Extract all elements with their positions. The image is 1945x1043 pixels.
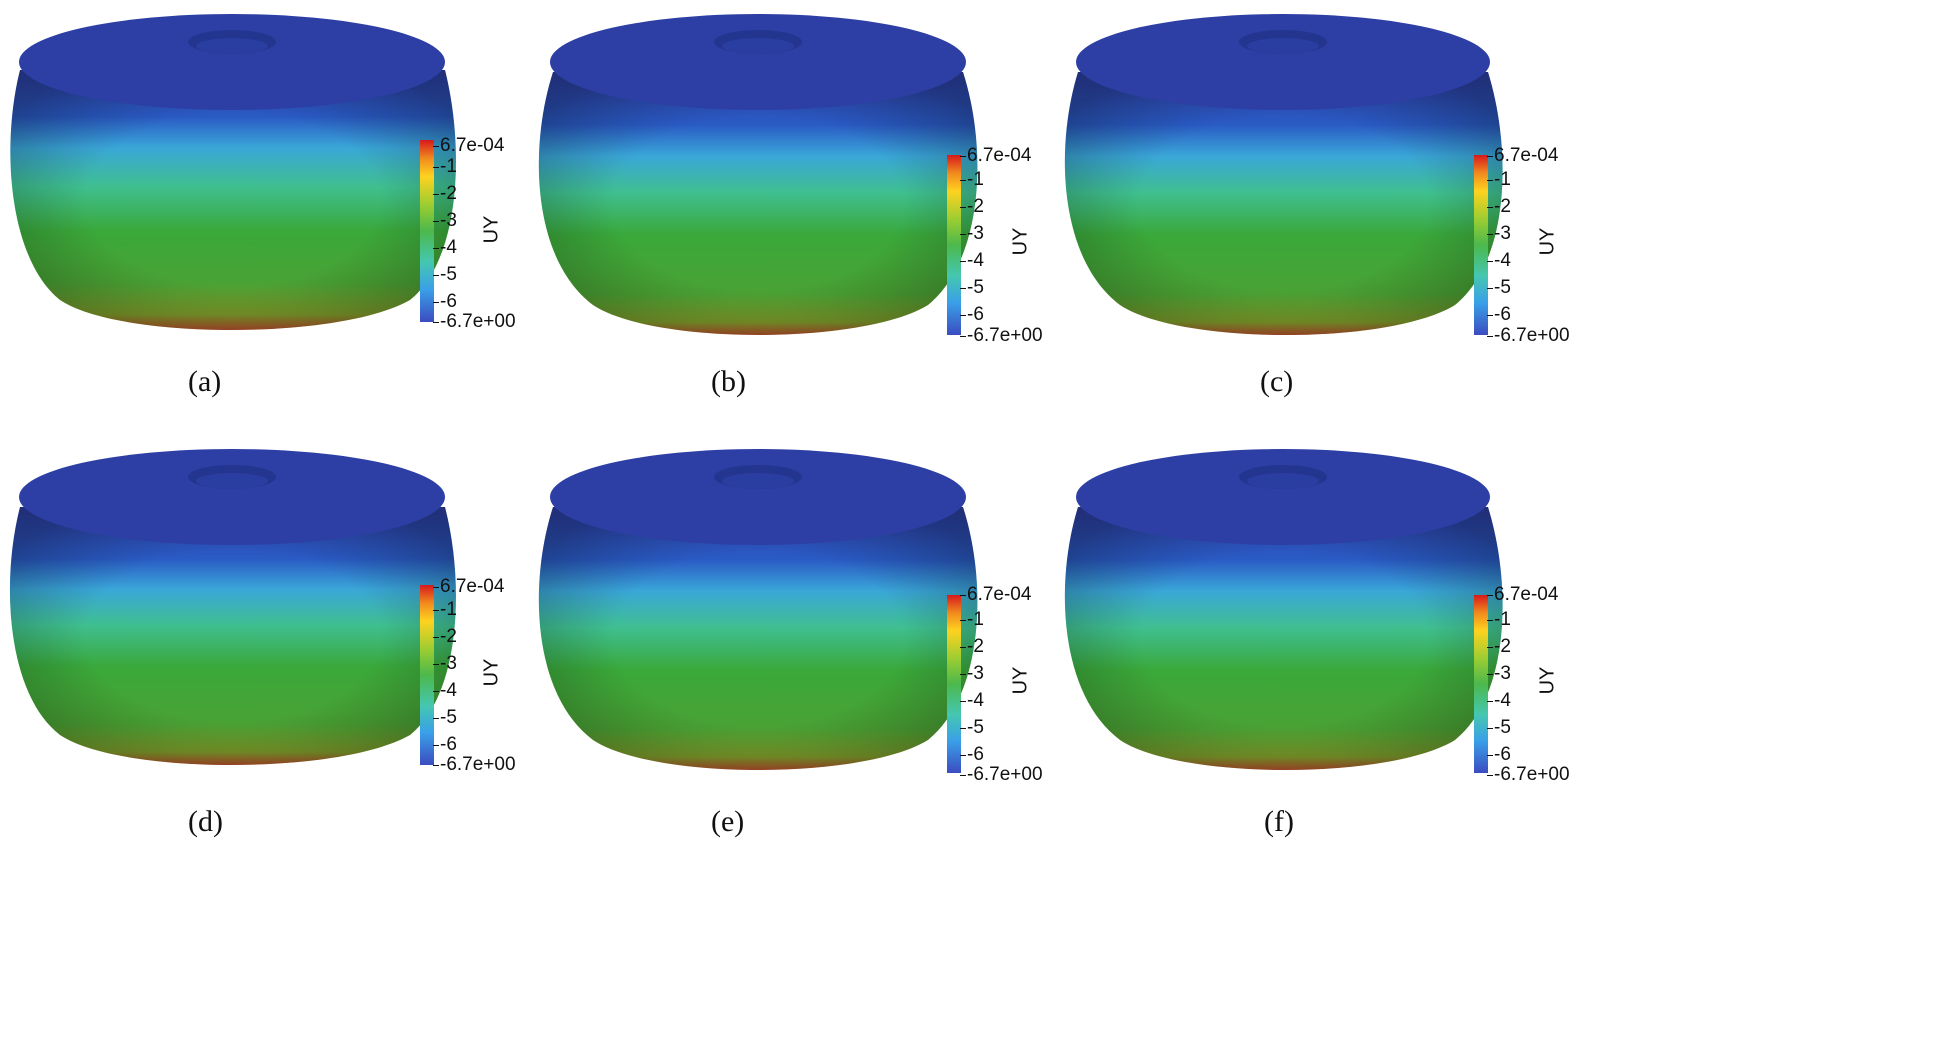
colorbar-tick: -6: [1487, 304, 1511, 325]
colorbar-tick: -4: [960, 690, 984, 711]
colorbar-tick: -3: [960, 223, 984, 244]
colorbar-tick: -4: [433, 680, 457, 701]
colorbar-tick: -2: [1487, 196, 1511, 217]
colorbar-tick: -6: [433, 734, 457, 755]
panel-f: 6.7e-04 -1 -2 -3 -4 -5 -6 -6.7e+00 UY (f…: [1050, 435, 1698, 956]
panel-c: 6.7e-04 -1 -2 -3 -4 -5 -6 -6.7e+00 UY (c…: [1050, 0, 1698, 521]
panel-caption: (d): [188, 805, 223, 838]
colorbar-tick: -1: [433, 599, 457, 620]
deformed-cylinder-plot: [1064, 449, 1503, 770]
colorbar: [947, 595, 961, 773]
colorbar-tick: -2: [433, 626, 457, 647]
colorbar-tick: -4: [433, 237, 457, 258]
colorbar-title: UY: [480, 658, 503, 687]
colorbar-tick: -1: [433, 156, 457, 177]
panel-e: 6.7e-04 -1 -2 -3 -4 -5 -6 -6.7e+00 UY (e…: [523, 435, 1171, 956]
colorbar: [1474, 595, 1488, 773]
colorbar-tick: -3: [433, 653, 457, 674]
colorbar-max-label: 6.7e-04: [959, 584, 1032, 605]
colorbar-tick: -2: [433, 183, 457, 204]
colorbar-tick: -3: [1487, 223, 1511, 244]
colorbar-tick: -4: [1487, 690, 1511, 711]
colorbar-min-label: -6.7e+00: [960, 325, 1043, 346]
panel-caption: (b): [711, 365, 746, 398]
colorbar-title: UY: [1536, 227, 1559, 256]
panel-a: 6.7e-04 -1 -2 -3 -4 -5 -6 -6.7e+00 UY (a…: [0, 0, 648, 521]
deformed-cylinder-plot: [538, 14, 978, 335]
colorbar-tick: -5: [1487, 277, 1511, 298]
colorbar-tick: -5: [960, 277, 984, 298]
colorbar-tick: -3: [1487, 663, 1511, 684]
colorbar-tick: -6: [960, 304, 984, 325]
colorbar-max-label: 6.7e-04: [1486, 584, 1559, 605]
colorbar-tick: -5: [433, 264, 457, 285]
colorbar-tick: -2: [960, 196, 984, 217]
colorbar-tick: -6: [960, 744, 984, 765]
colorbar-max-label: 6.7e-04: [959, 145, 1032, 166]
colorbar-tick: -1: [960, 169, 984, 190]
colorbar-tick: -4: [1487, 250, 1511, 271]
colorbar-min-label: -6.7e+00: [433, 754, 516, 775]
colorbar: [947, 155, 961, 335]
colorbar-tick: -5: [960, 717, 984, 738]
colorbar-title: UY: [1009, 227, 1032, 256]
panel-d: 6.7e-04 -1 -2 -3 -4 -5 -6 -6.7e+00 UY (d…: [0, 435, 648, 956]
colorbar-min-label: -6.7e+00: [960, 764, 1043, 785]
colorbar-tick: -2: [960, 636, 984, 657]
colorbar-min-label: -6.7e+00: [433, 311, 516, 332]
colorbar: [420, 585, 434, 765]
colorbar-max-label: 6.7e-04: [432, 576, 505, 597]
colorbar-title: UY: [480, 215, 503, 244]
colorbar-min-label: -6.7e+00: [1487, 325, 1570, 346]
colorbar-tick: -1: [1487, 169, 1511, 190]
colorbar-tick: -5: [1487, 717, 1511, 738]
panel-caption: (e): [711, 805, 745, 838]
colorbar: [1474, 155, 1488, 335]
colorbar-tick: -2: [1487, 636, 1511, 657]
colorbar-min-label: -6.7e+00: [1487, 764, 1570, 785]
colorbar: [420, 140, 434, 322]
deformed-cylinder-plot: [9, 449, 456, 765]
colorbar-tick: -4: [960, 250, 984, 271]
colorbar-tick: -6: [433, 291, 457, 312]
colorbar-title: UY: [1009, 666, 1032, 695]
colorbar-max-label: 6.7e-04: [1486, 145, 1559, 166]
colorbar-tick: -1: [960, 609, 984, 630]
panel-caption: (c): [1260, 365, 1294, 398]
colorbar-tick: -3: [960, 663, 984, 684]
colorbar-tick: -3: [433, 210, 457, 231]
colorbar-tick: -6: [1487, 744, 1511, 765]
panel-caption: (f): [1264, 805, 1294, 838]
deformed-cylinder-plot: [1064, 14, 1503, 335]
deformed-cylinder-plot: [10, 14, 456, 330]
panel-b: 6.7e-04 -1 -2 -3 -4 -5 -6 -6.7e+00 UY (b…: [523, 0, 1171, 521]
deformed-cylinder-plot: [538, 449, 978, 770]
colorbar-tick: -1: [1487, 609, 1511, 630]
colorbar-tick: -5: [433, 707, 457, 728]
colorbar-title: UY: [1536, 666, 1559, 695]
panel-caption: (a): [188, 365, 222, 398]
colorbar-max-label: 6.7e-04: [432, 135, 505, 156]
